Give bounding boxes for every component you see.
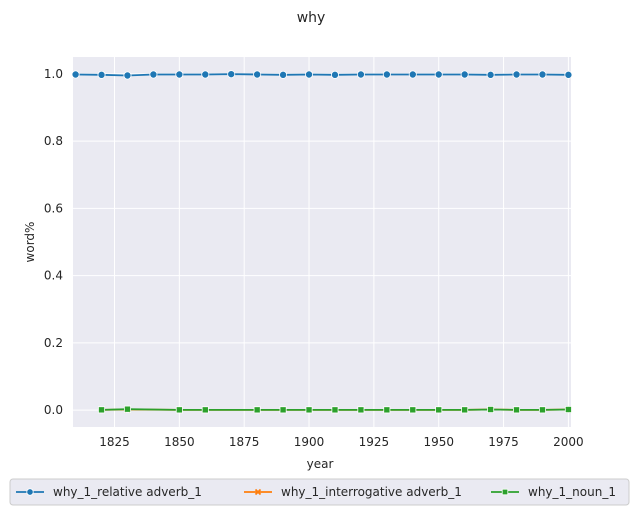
- series-line: [75, 73, 569, 77]
- x-tick-label: 1900: [294, 435, 325, 449]
- legend-label: why_1_noun_1: [528, 485, 616, 499]
- data-point: [513, 406, 521, 414]
- x-tick-label: 1875: [229, 435, 260, 449]
- data-point: [305, 406, 313, 414]
- data-point: [227, 70, 236, 79]
- data-point: [305, 70, 314, 79]
- data-point: [564, 406, 572, 414]
- legend: why_1_relative adverb_1 why_1_interrogati…: [9, 478, 630, 506]
- data-point: [71, 70, 80, 79]
- data-point: [149, 70, 158, 79]
- data-point: [538, 70, 547, 79]
- legend-item: why_1_noun_1: [491, 485, 616, 499]
- x-tick-label: 1975: [488, 435, 519, 449]
- legend-label: why_1_relative adverb_1: [53, 485, 202, 499]
- data-point: [26, 488, 34, 496]
- x-tick-label: 1825: [99, 435, 130, 449]
- legend-box: [9, 478, 630, 506]
- data-point: [330, 70, 339, 79]
- x-axis-label: year: [307, 457, 334, 471]
- data-point: [487, 406, 495, 414]
- data-point: [175, 406, 183, 414]
- y-tick-label: 0.8: [44, 134, 63, 148]
- data-point: [461, 406, 469, 414]
- data-point: [123, 71, 132, 80]
- legend-item: why_1_relative adverb_1: [16, 485, 202, 499]
- data-point: [357, 406, 365, 414]
- data-point: [201, 70, 210, 79]
- x-tick-label: 1925: [359, 435, 390, 449]
- data-point: [279, 70, 288, 79]
- data-point: [331, 406, 339, 414]
- chart-title: why: [297, 10, 326, 26]
- data-point: [409, 406, 417, 414]
- plot-area: [73, 57, 571, 427]
- data-point: [97, 70, 106, 79]
- data-point: [408, 70, 417, 79]
- y-tick-label: 0.6: [44, 201, 63, 215]
- data-point: [253, 70, 262, 79]
- x-tick-label: 2000: [553, 435, 584, 449]
- data-point: [538, 406, 546, 414]
- legend-label: why_1_interrogative adverb_1: [281, 485, 462, 499]
- y-tick-label: 0.2: [44, 336, 63, 350]
- data-point: [434, 70, 443, 79]
- data-point: [512, 70, 521, 79]
- data-point: [356, 70, 365, 79]
- data-point: [201, 406, 209, 414]
- y-tick-label: 0.4: [44, 269, 63, 283]
- data-point: [486, 70, 495, 79]
- data-point: [383, 406, 391, 414]
- data-point: [564, 70, 573, 79]
- data-point: [501, 488, 509, 496]
- series-group: [71, 70, 573, 80]
- series-lines: [71, 70, 573, 414]
- legend-item: why_1_interrogative adverb_1: [244, 485, 462, 499]
- x-tick-label: 1850: [164, 435, 195, 449]
- series-group: [98, 405, 572, 414]
- data-point: [253, 406, 261, 414]
- y-tick-label: 0.0: [44, 403, 63, 417]
- x-tick-label: 1950: [423, 435, 454, 449]
- y-axis-label: word%: [23, 222, 37, 263]
- data-point: [279, 406, 287, 414]
- data-point: [123, 405, 131, 413]
- data-point: [460, 70, 469, 79]
- y-tick-label: 1.0: [44, 67, 63, 81]
- data-point: [254, 488, 262, 496]
- data-point: [175, 70, 184, 79]
- data-point: [382, 70, 391, 79]
- tick-labels: 1825 1850 1875 1900 1925 1950 1975 2000 0.0 0.2 0.…: [44, 67, 584, 449]
- data-point: [435, 406, 443, 414]
- data-point: [98, 406, 106, 414]
